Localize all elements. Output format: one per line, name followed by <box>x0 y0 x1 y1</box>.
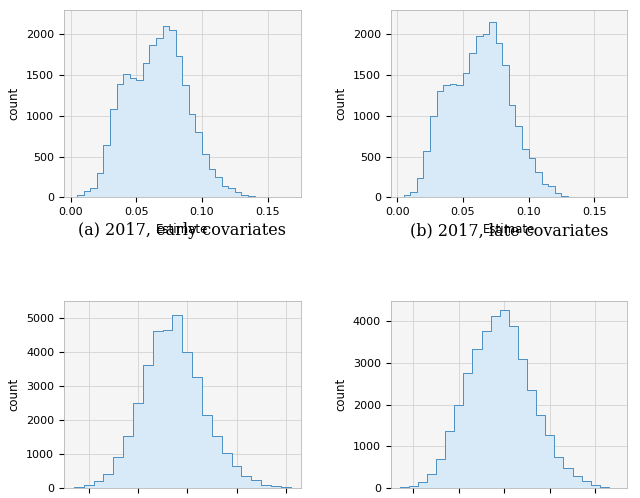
Text: (a) 2017, early covariates: (a) 2017, early covariates <box>78 222 286 240</box>
Y-axis label: count: count <box>334 377 347 411</box>
X-axis label: Estimate: Estimate <box>483 223 535 236</box>
Text: (b) 2017, late covariates: (b) 2017, late covariates <box>410 222 608 240</box>
Y-axis label: count: count <box>8 377 20 411</box>
X-axis label: Estimate: Estimate <box>156 223 209 236</box>
Y-axis label: count: count <box>8 87 20 121</box>
Y-axis label: count: count <box>334 87 347 121</box>
